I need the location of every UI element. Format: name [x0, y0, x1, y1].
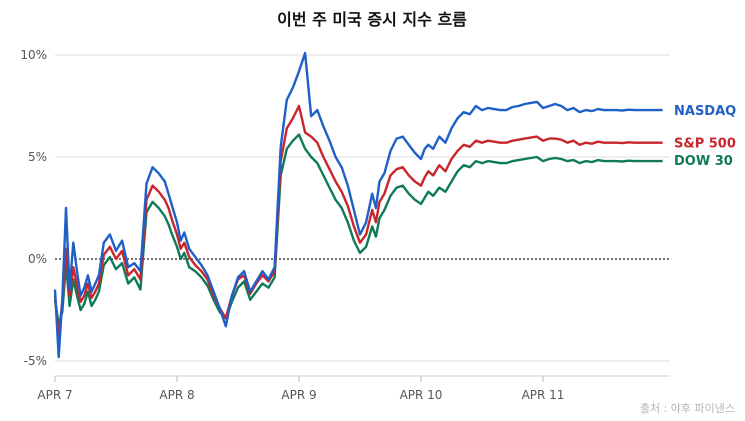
- chart-title: 이번 주 미국 증시 지수 흐름: [277, 10, 467, 29]
- series-label-nasdaq: NASDAQ: [674, 104, 736, 119]
- x-tick-label: APR 7: [37, 388, 72, 402]
- series-line-s-p-500: [53, 104, 663, 338]
- series-label-dow-30: DOW 30: [674, 154, 733, 169]
- y-axis-ticks: 10% 5% 0% -5%: [20, 48, 47, 368]
- series-line-dow-30: [53, 133, 663, 326]
- source-note: 출처 : 야후 파이낸스: [640, 402, 735, 415]
- x-tick-label: APR 8: [159, 388, 194, 402]
- y-tick-label: 5%: [28, 150, 47, 164]
- y-tick-label: 10%: [20, 48, 47, 62]
- series-line-nasdaq: [53, 51, 663, 359]
- series-label-s-p-500: S&P 500: [674, 137, 736, 152]
- x-tick-label: APR 11: [522, 388, 565, 402]
- x-tick-label: APR 9: [281, 388, 316, 402]
- series-labels: NASDAQ S&P 500 DOW 30: [674, 104, 736, 169]
- y-tick-label: -5%: [24, 354, 47, 368]
- x-axis-ticks: APR 7 APR 8 APR 9 APR 10 APR 11: [37, 376, 564, 402]
- grid-layer: [55, 54, 670, 377]
- series-layer: [53, 51, 663, 359]
- x-tick-label: APR 10: [400, 388, 443, 402]
- y-tick-label: 0%: [28, 252, 47, 266]
